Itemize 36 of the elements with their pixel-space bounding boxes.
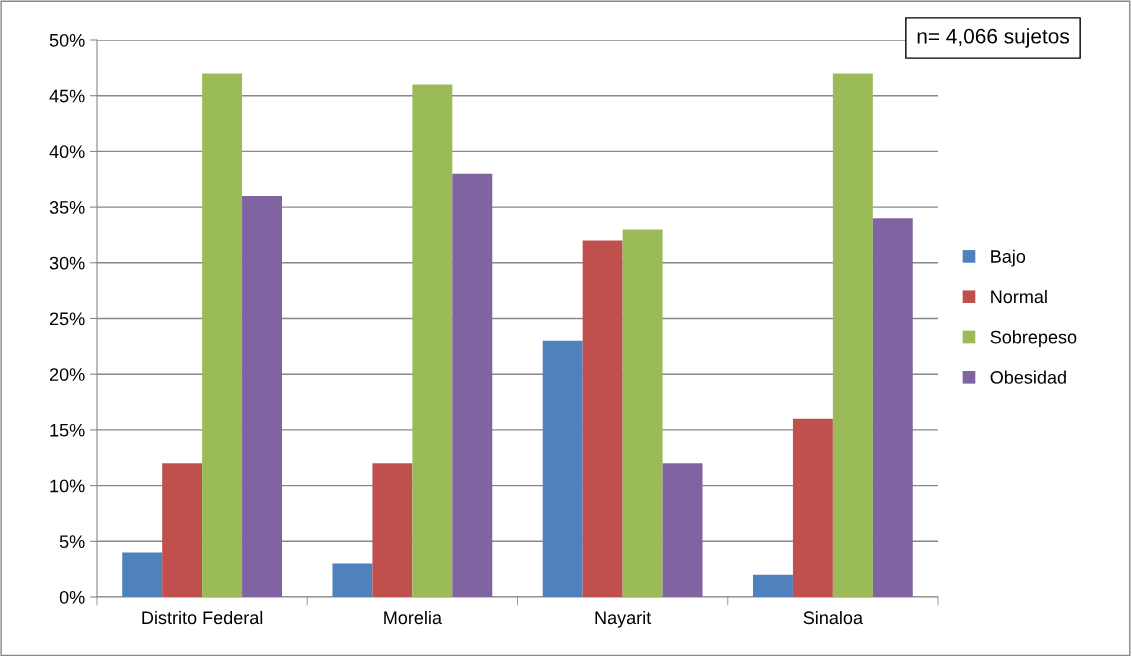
- y-tick-label: 5%: [59, 535, 85, 549]
- bar: [622, 229, 663, 597]
- bar: [452, 173, 493, 597]
- y-tick-label: 45%: [49, 89, 85, 103]
- bar: [332, 563, 373, 597]
- legend-label: Obesidad: [990, 370, 1066, 384]
- x-tick-label: Morelia: [384, 610, 442, 625]
- y-tick-label: 0%: [59, 590, 85, 604]
- annotation: n= 4,066 sujetos: [917, 28, 1069, 48]
- bar: [582, 240, 623, 597]
- x-tick-label: Nayarit: [595, 610, 652, 628]
- bar: [832, 73, 873, 597]
- y-tick-label: 30%: [49, 256, 85, 270]
- bar: [662, 463, 703, 597]
- bar: [122, 552, 163, 597]
- bar: [162, 463, 203, 597]
- y-tick-label: 10%: [50, 479, 85, 493]
- bar: [242, 195, 283, 597]
- bar: [792, 418, 833, 597]
- y-tick-label: 25%: [49, 312, 85, 326]
- bar: [202, 73, 243, 597]
- bar: [412, 84, 453, 597]
- y-tick-label: 40%: [49, 145, 85, 159]
- x-tick-label: Distrito Federal: [142, 610, 263, 625]
- y-tick-label: 15%: [50, 423, 85, 437]
- bar: [372, 463, 413, 597]
- legend-label: Sobrepeso: [990, 330, 1077, 348]
- y-tick-label: 35%: [49, 201, 85, 214]
- y-tick-label: 20%: [49, 368, 85, 381]
- legend-label: Bajo: [991, 249, 1026, 267]
- bar: [542, 340, 583, 597]
- y-tick-label: 50%: [49, 33, 85, 47]
- bar: [872, 218, 913, 597]
- bar: [752, 574, 793, 597]
- legend-label: Normal: [991, 289, 1047, 304]
- x-tick-label: Sinaloa: [803, 610, 863, 625]
